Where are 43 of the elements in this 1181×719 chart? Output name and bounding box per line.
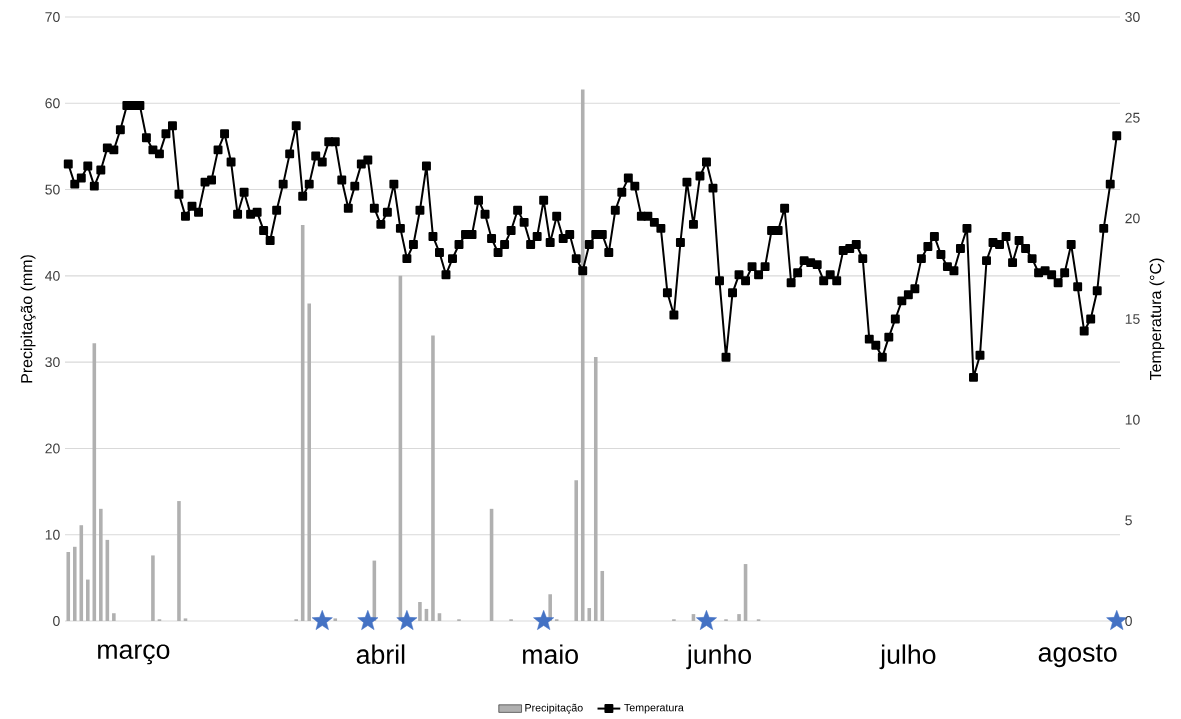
bar bbox=[587, 608, 592, 621]
bar bbox=[183, 618, 188, 621]
bar bbox=[333, 618, 338, 621]
y2-tick-label: 15 bbox=[1125, 314, 1140, 324]
x-tick-label: maio bbox=[523, 644, 578, 664]
bar bbox=[112, 613, 116, 621]
y2-tick-label: 30 bbox=[1125, 12, 1140, 22]
y-tick-label: 0 bbox=[53, 616, 60, 626]
y-tick-label: 40 bbox=[45, 270, 60, 281]
y2-tick-label: 0 bbox=[1125, 616, 1132, 626]
y-tick-label: 50 bbox=[45, 184, 60, 195]
y2-tick-label: 25 bbox=[1125, 112, 1140, 123]
y2-tick-label: 10 bbox=[1125, 414, 1140, 425]
bar bbox=[151, 555, 155, 621]
y-tick-label: 10 bbox=[45, 529, 60, 540]
y-tick-label: 60 bbox=[45, 98, 60, 109]
bar bbox=[600, 570, 605, 621]
bar bbox=[593, 356, 598, 621]
bar bbox=[307, 303, 312, 621]
bar bbox=[574, 480, 579, 621]
y2-axis-title: Temperatura (°C) bbox=[1149, 258, 1165, 381]
bar bbox=[737, 614, 741, 621]
x-tick-label: julho bbox=[879, 644, 936, 670]
x-tick-label: junho bbox=[686, 644, 751, 670]
x-tick-label: abril bbox=[356, 644, 405, 664]
x-tick-label: março bbox=[98, 644, 170, 665]
x-tick-label: agosto bbox=[1038, 644, 1117, 668]
bar bbox=[86, 579, 90, 621]
y-tick-label: 20 bbox=[45, 443, 60, 454]
bar bbox=[418, 602, 422, 621]
bar bbox=[177, 501, 181, 621]
y-axis-title: Precipitação (mm) bbox=[20, 255, 36, 383]
y-tick-label: 30 bbox=[45, 357, 60, 368]
bar bbox=[79, 525, 84, 621]
bar bbox=[431, 335, 435, 621]
legend-label: Precipitação bbox=[525, 703, 583, 714]
y2-tick-label: 5 bbox=[1125, 515, 1132, 526]
legend-label: Temperatura bbox=[624, 703, 684, 714]
y-tick-label: 70 bbox=[45, 12, 60, 22]
bar bbox=[99, 508, 103, 621]
bar bbox=[66, 551, 71, 621]
bar bbox=[72, 546, 77, 621]
y2-tick-label: 20 bbox=[1125, 213, 1140, 224]
